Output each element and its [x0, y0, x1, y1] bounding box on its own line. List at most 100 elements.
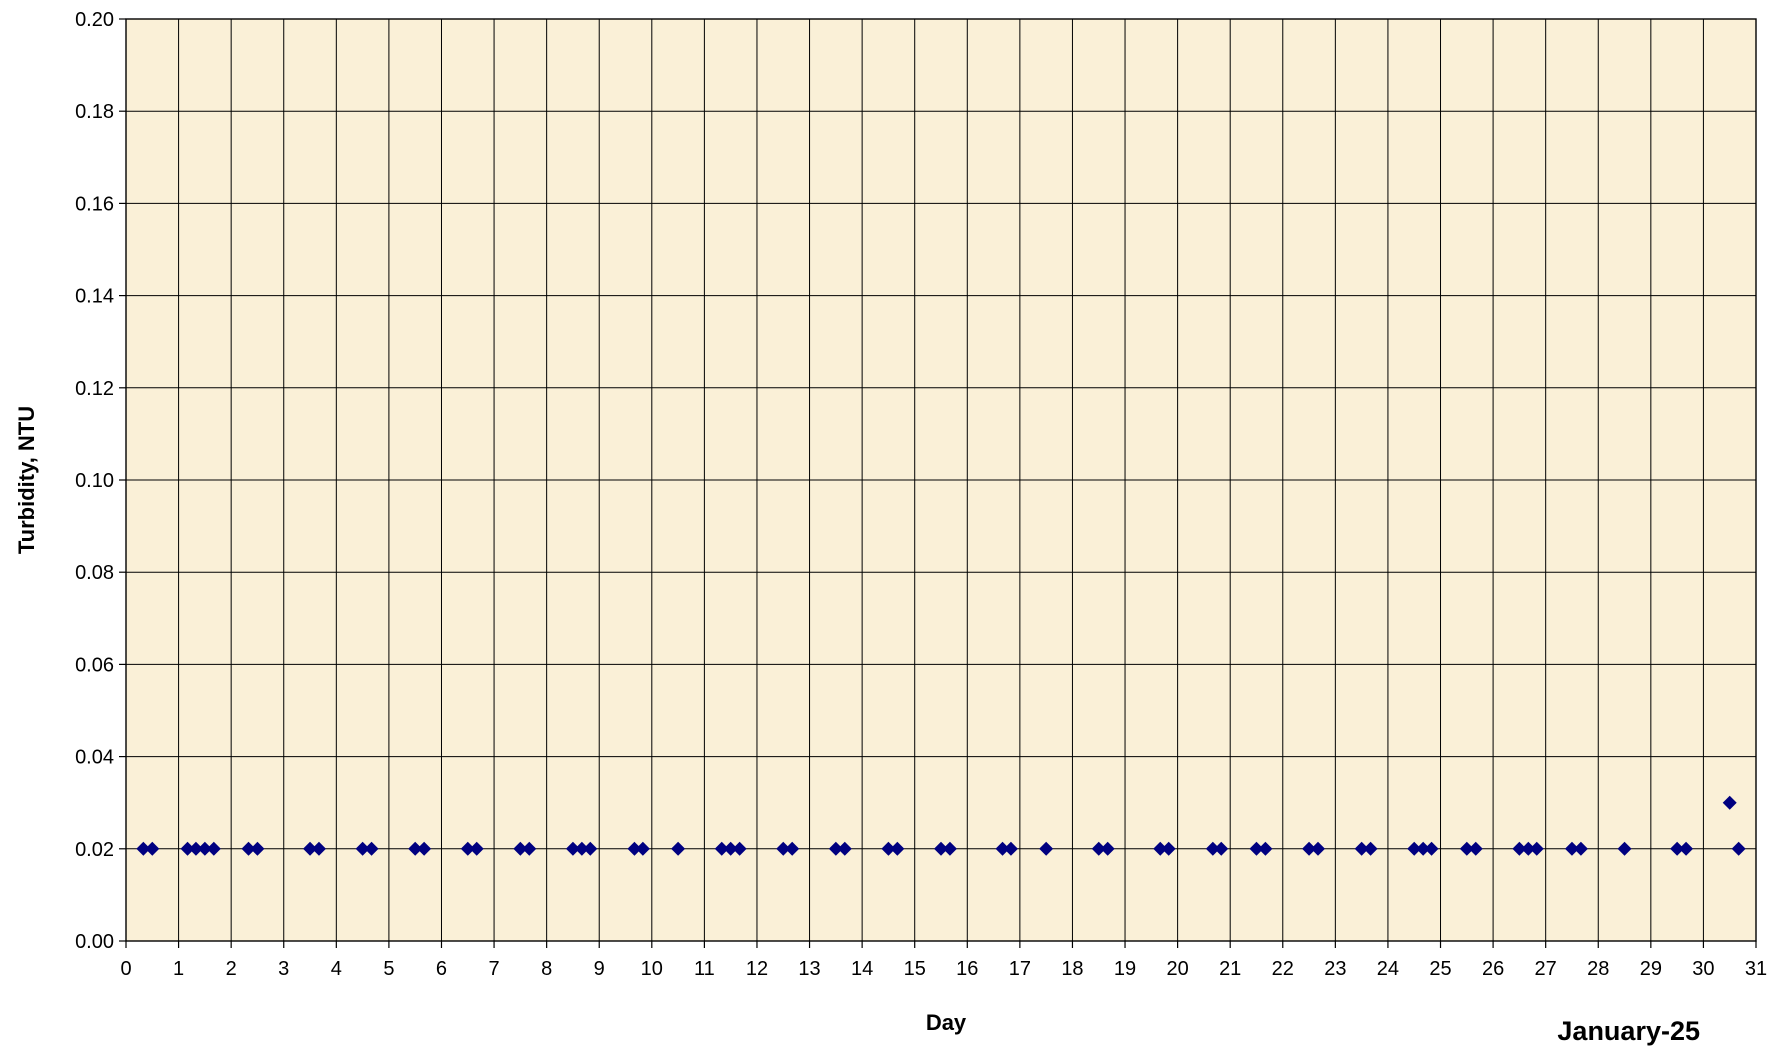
data-point — [881, 841, 896, 856]
data-point — [942, 841, 957, 856]
data-point — [1722, 795, 1737, 810]
y-axis-title: Turbidity, NTU — [14, 406, 39, 554]
data-point — [1459, 841, 1474, 856]
data-point — [1249, 841, 1264, 856]
x-tick-label: 27 — [1535, 958, 1557, 980]
data-point — [241, 841, 256, 856]
data-point — [1153, 841, 1168, 856]
data-point — [890, 841, 905, 856]
y-axis-ticks: 0.00 0.02 0.04 0.06 0.08 0.10 0.12 0.14 0.16 0.18… — [75, 9, 126, 953]
x-tick-label: 2 — [226, 958, 237, 980]
x-tick-label: 1 — [173, 958, 184, 980]
data-point — [206, 841, 221, 856]
data-point — [837, 841, 852, 856]
data-point — [1731, 841, 1746, 856]
x-tick-label: 18 — [1061, 958, 1083, 980]
data-point — [1311, 841, 1326, 856]
data-point — [1573, 841, 1588, 856]
x-tick-label: 21 — [1219, 958, 1241, 980]
data-point — [583, 841, 598, 856]
x-tick-label: 13 — [798, 958, 820, 980]
x-tick-label: 29 — [1640, 958, 1662, 980]
y-tick-label: 0.08 — [75, 562, 114, 584]
data-point — [635, 841, 650, 856]
data-point — [513, 841, 528, 856]
data-point — [1670, 841, 1685, 856]
x-tick-label: 28 — [1587, 958, 1609, 980]
data-point — [1521, 841, 1536, 856]
data-point — [1091, 841, 1106, 856]
y-tick-label: 0.18 — [75, 101, 114, 123]
data-point — [714, 841, 729, 856]
y-tick-label: 0.10 — [75, 470, 114, 492]
y-tick-label: 0.20 — [75, 9, 114, 31]
x-tick-label: 25 — [1429, 958, 1451, 980]
data-point — [1100, 841, 1115, 856]
data-point — [1354, 841, 1369, 856]
data-point — [1161, 841, 1176, 856]
y-tick-label: 0.00 — [75, 931, 114, 953]
data-point — [1679, 841, 1694, 856]
y-tick-label: 0.04 — [75, 747, 114, 769]
x-tick-label: 15 — [904, 958, 926, 980]
data-point — [732, 841, 747, 856]
data-point — [1258, 841, 1273, 856]
x-tick-label: 9 — [594, 958, 605, 980]
x-tick-label: 0 — [120, 958, 131, 980]
y-tick-label: 0.16 — [75, 193, 114, 215]
x-tick-label: 23 — [1324, 958, 1346, 980]
data-point — [828, 841, 843, 856]
data-point — [1416, 841, 1431, 856]
x-tick-label: 5 — [383, 958, 394, 980]
data-point — [136, 841, 151, 856]
data-point — [1468, 841, 1483, 856]
x-tick-label: 30 — [1692, 958, 1714, 980]
x-tick-label: 7 — [489, 958, 500, 980]
data-point — [145, 841, 160, 856]
data-point — [776, 841, 791, 856]
gridlines — [125, 18, 1757, 942]
data-point — [197, 841, 212, 856]
data-point — [408, 841, 423, 856]
data-point — [460, 841, 475, 856]
data-point — [995, 841, 1010, 856]
x-tick-label: 26 — [1482, 958, 1504, 980]
y-tick-label: 0.14 — [75, 286, 114, 308]
x-tick-label: 24 — [1377, 958, 1399, 980]
x-tick-label: 20 — [1166, 958, 1188, 980]
y-tick-label: 0.12 — [75, 378, 114, 400]
data-point — [250, 841, 265, 856]
data-point — [627, 841, 642, 856]
x-tick-label: 8 — [541, 958, 552, 980]
data-point — [1039, 841, 1054, 856]
data-point — [1302, 841, 1317, 856]
x-tick-label: 3 — [278, 958, 289, 980]
data-point — [1363, 841, 1378, 856]
data-point — [355, 841, 370, 856]
data-point — [1529, 841, 1544, 856]
data-point — [522, 841, 537, 856]
data-point — [1512, 841, 1527, 856]
data-point — [1407, 841, 1422, 856]
data-point — [574, 841, 589, 856]
month-annotation: January-25 — [1557, 1016, 1700, 1046]
data-point — [1003, 841, 1018, 856]
data-point — [417, 841, 432, 856]
x-tick-label: 22 — [1272, 958, 1294, 980]
x-axis-title: Day — [926, 1010, 967, 1035]
x-tick-label: 12 — [746, 958, 768, 980]
data-point — [934, 841, 948, 856]
data-point — [671, 841, 686, 856]
y-tick-label: 0.06 — [75, 654, 114, 676]
data-point — [785, 841, 800, 856]
x-tick-label: 31 — [1745, 958, 1767, 980]
data-point — [364, 841, 379, 856]
x-tick-label: 6 — [436, 958, 447, 980]
x-tick-label: 17 — [1009, 958, 1031, 980]
x-axis-ticks: 0 1 2 3 4 5 6 7 8 9 10 11 12 13 14 15 16 17 18 19 20 21 22 23 24… — [120, 941, 1767, 980]
data-point — [303, 841, 318, 856]
x-tick-label: 19 — [1114, 958, 1136, 980]
data-point — [1564, 841, 1579, 856]
data-point — [1205, 841, 1220, 856]
